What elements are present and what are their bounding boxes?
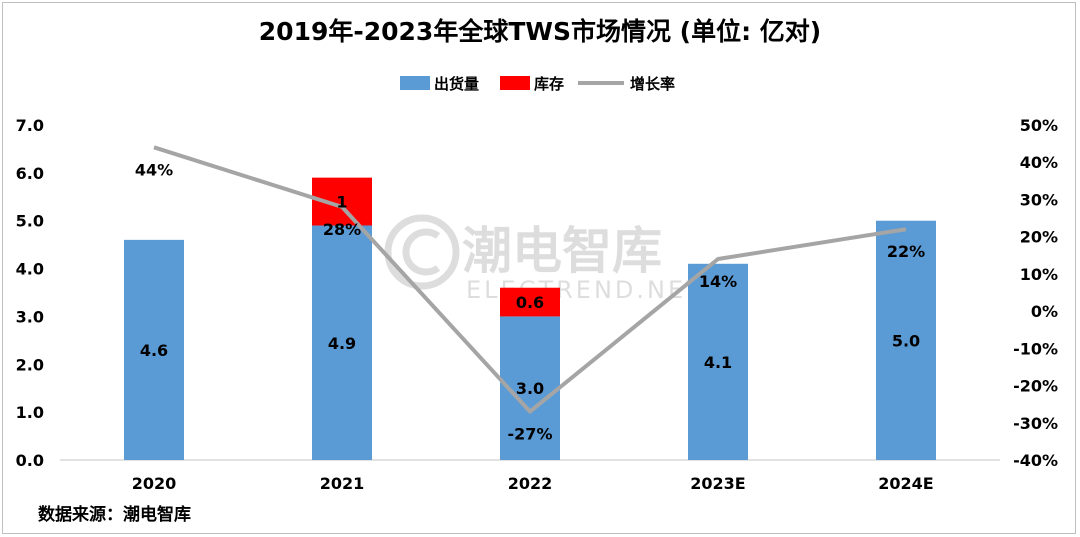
data-label-growth: 14% <box>699 272 737 291</box>
x-tick-label: 2024E <box>878 474 933 493</box>
bar-shipments <box>124 239 184 460</box>
x-tick-label: 2021 <box>320 474 365 493</box>
data-label-inventory: 0.6 <box>516 293 544 312</box>
legend-label: 出货量 <box>434 75 479 93</box>
data-label-shipments: 5.0 <box>892 331 920 350</box>
growth-line <box>153 145 907 414</box>
y-left-tick-label: 7.0 <box>16 116 44 135</box>
data-label-shipments: 3.0 <box>516 379 544 398</box>
y-left-tick-label: 3.0 <box>16 307 44 326</box>
y-left-tick-label: 2.0 <box>16 355 44 374</box>
data-label-growth: -27% <box>508 425 553 444</box>
x-tick-label: 2023E <box>690 474 745 493</box>
y-right-tick-label: -40% <box>1013 451 1058 470</box>
y-left-tick-label: 1.0 <box>16 403 44 422</box>
source-note: 数据来源：潮电智库 <box>38 505 191 525</box>
bar-shipments <box>876 220 936 460</box>
data-label-growth: 28% <box>323 220 361 239</box>
bars <box>124 177 936 460</box>
bar-shipments <box>312 225 372 460</box>
y-left-tick-label: 0.0 <box>16 451 44 470</box>
legend-label: 库存 <box>534 75 564 93</box>
data-label-growth: 44% <box>135 160 173 179</box>
growth-line-path <box>153 145 907 414</box>
data-label-inventory: 1 <box>336 193 347 212</box>
y-right-tick-label: -10% <box>1013 339 1058 358</box>
y-right-tick-label: 40% <box>1020 153 1058 172</box>
legend: 出货量 库存 增长率 <box>400 75 675 93</box>
y-right-tick-label: 30% <box>1020 190 1058 209</box>
legend-swatch <box>500 76 530 90</box>
y-left-tick-label: 5.0 <box>16 212 44 231</box>
x-tick-label: 2022 <box>508 474 553 493</box>
bar-shipments <box>688 263 748 460</box>
y-left-tick-label: 4.0 <box>16 260 44 279</box>
y-right-tick-label: 20% <box>1020 228 1058 247</box>
y-right-tick-label: 10% <box>1020 265 1058 284</box>
legend-label: 增长率 <box>630 75 675 93</box>
data-label-growth: 22% <box>887 242 925 261</box>
chart-title: 2019年-2023年全球TWS市场情况 (单位: 亿对) <box>258 17 822 46</box>
x-tick-label: 2020 <box>132 474 177 493</box>
y-right-tick-label: -20% <box>1013 377 1058 396</box>
data-labels: 4.6 4.9 1 3.0 0.6 4.1 5.0 44% 28% -27% 14% 22% <box>135 160 925 443</box>
axes: 0.0 1.0 2.0 3.0 4.0 5.0 6.0 7.0 -40% -30% -20% -10%… <box>16 116 1058 493</box>
y-right-tick-label: 0% <box>1031 302 1058 321</box>
y-right-tick-label: -30% <box>1013 414 1058 433</box>
data-label-shipments: 4.9 <box>328 334 356 353</box>
bar-inventory <box>500 287 560 317</box>
y-right-tick-label: 50% <box>1020 116 1058 135</box>
data-label-shipments: 4.1 <box>704 353 732 372</box>
y-left-tick-label: 6.0 <box>16 164 44 183</box>
watermark-text: 潮电智库 <box>462 222 662 280</box>
legend-swatch <box>400 76 430 90</box>
data-label-shipments: 4.6 <box>140 341 168 360</box>
